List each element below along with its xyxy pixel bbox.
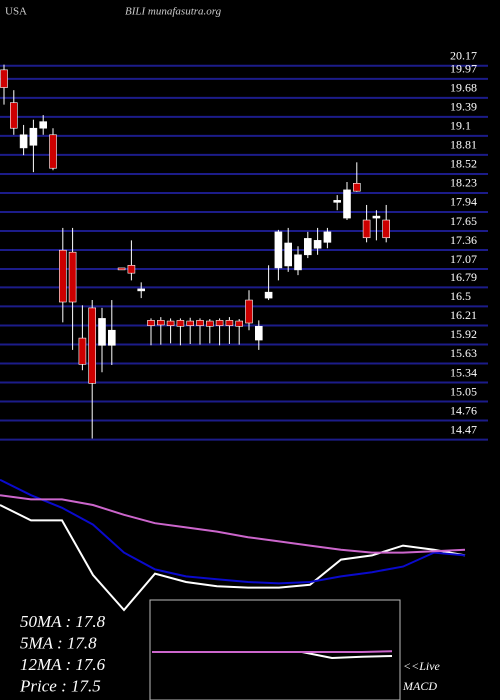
- y-tick-label: 16.21: [450, 308, 477, 322]
- candle-body: [382, 219, 391, 239]
- macd-box: [149, 599, 401, 700]
- candle-body: [206, 320, 214, 327]
- candle-body: [215, 320, 224, 326]
- y-tick-label: 19.97: [450, 62, 477, 76]
- y-tick-label: 14.47: [450, 422, 477, 436]
- y-tick-label: 15.34: [450, 365, 477, 379]
- y-tick-label: 17.36: [450, 233, 477, 247]
- indicator-line: [0, 504, 466, 612]
- indicator-line: [0, 478, 466, 585]
- candle-body: [186, 320, 194, 326]
- y-tick-label: 14.76: [450, 403, 477, 417]
- y-tick-label: 17.94: [450, 195, 477, 209]
- ma-label: Price : 17.5: [19, 676, 101, 695]
- indicator-line: [152, 650, 393, 653]
- ma-label: 12MA : 17.6: [20, 655, 106, 674]
- candle-body: [147, 320, 155, 326]
- candle-body: [372, 215, 381, 219]
- indicator-line: [0, 494, 466, 554]
- candle-body: [333, 200, 342, 203]
- candle-body: [294, 254, 302, 271]
- candle-body: [274, 231, 283, 269]
- y-tick-label: 18.23: [450, 176, 477, 190]
- candle-body: [137, 288, 145, 292]
- macd-label: <<Live: [403, 659, 441, 673]
- y-tick-label: 17.07: [450, 252, 477, 266]
- y-tick-label: 16.79: [450, 270, 477, 284]
- ma-label: 50MA : 17.8: [20, 612, 106, 631]
- candle-body: [0, 69, 8, 88]
- candle-body: [343, 189, 351, 219]
- y-tick-label: 15.92: [450, 327, 477, 341]
- candle-body: [352, 183, 361, 192]
- candle-body: [117, 267, 126, 271]
- candle-body: [255, 325, 263, 341]
- candle-body: [29, 127, 38, 146]
- candle-body: [166, 320, 175, 326]
- candle-body: [196, 320, 204, 326]
- y-tick-label: 19.39: [450, 100, 477, 114]
- candle-body: [157, 320, 165, 326]
- candle-body: [303, 238, 312, 256]
- y-tick-label: 15.05: [450, 384, 477, 398]
- y-tick-label: 17.65: [450, 214, 477, 228]
- candle-body: [78, 337, 87, 365]
- candle-body: [235, 320, 243, 327]
- candle-body: [68, 251, 77, 303]
- candle-body: [362, 219, 371, 239]
- y-tick-label: 20.17: [450, 48, 477, 62]
- market: USA: [5, 6, 27, 18]
- y-tick-label: 19.68: [450, 81, 477, 95]
- candle-body: [264, 291, 273, 299]
- candle-body: [245, 299, 253, 324]
- candle-body: [225, 320, 234, 326]
- candle-body: [284, 242, 293, 267]
- candle-body: [39, 121, 48, 129]
- y-tick-label: 16.5: [450, 289, 471, 303]
- candle-body: [88, 307, 96, 384]
- y-tick-label: 19.1: [450, 119, 471, 133]
- chart-title: BILI munafasutra.org: [125, 6, 222, 18]
- candle-body: [323, 231, 332, 243]
- candle-body: [98, 318, 106, 346]
- y-tick-label: 18.81: [450, 138, 477, 152]
- ma-label: 5MA : 17.8: [20, 633, 97, 652]
- y-tick-label: 18.52: [450, 157, 477, 171]
- candle-body: [176, 320, 185, 327]
- candle-body: [10, 102, 18, 129]
- candle-body: [49, 134, 57, 169]
- candle-body: [19, 134, 28, 149]
- candle-body: [108, 329, 116, 346]
- macd-label: MACD: [402, 679, 437, 693]
- y-tick-label: 15.63: [450, 346, 477, 360]
- candle-body: [127, 264, 136, 274]
- candle-body: [313, 240, 322, 249]
- candle-body: [58, 249, 67, 303]
